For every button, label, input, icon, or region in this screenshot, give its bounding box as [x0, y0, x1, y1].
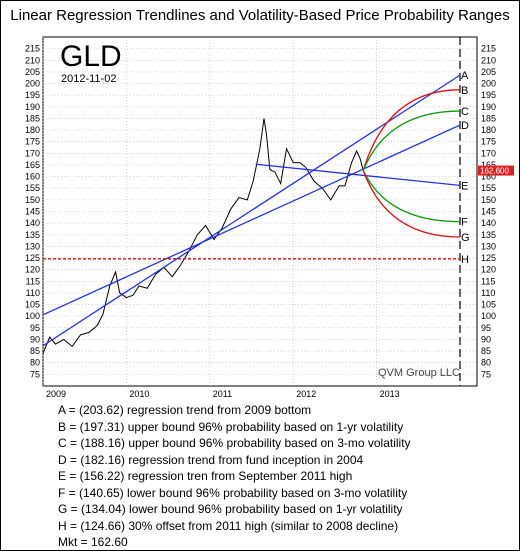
- y-tick-label-right: 210: [481, 55, 496, 65]
- y-tick-label-right: 130: [481, 241, 496, 251]
- trend-line: [42, 74, 461, 347]
- y-tick-label-right: 185: [481, 113, 496, 123]
- marker-d: D: [461, 120, 469, 132]
- x-tick-label: 2010: [129, 389, 149, 399]
- y-tick-label-right: 150: [481, 195, 496, 205]
- probability-curve: [362, 110, 461, 171]
- y-tick-label-right: 90: [481, 334, 491, 344]
- y-tick-label-left: 120: [25, 265, 40, 275]
- y-tick-label-right: 175: [481, 137, 496, 147]
- y-tick-label-right: 205: [481, 67, 496, 77]
- y-tick-label-right: 110: [481, 288, 495, 298]
- probability-curve: [362, 89, 461, 171]
- y-tick-label-left: 115: [26, 276, 40, 286]
- y-tick-label-left: 130: [25, 241, 40, 251]
- y-tick-label-right: 95: [481, 323, 491, 333]
- chart-title: Linear Regression Trendlines and Volatil…: [10, 7, 510, 24]
- y-tick-label-right: 135: [481, 230, 496, 240]
- y-tick-label-right: 155: [481, 183, 496, 193]
- y-tick-label-left: 195: [25, 90, 40, 100]
- probability-curve: [362, 170, 461, 238]
- y-tick-label-left: 125: [25, 253, 40, 263]
- y-tick-label-right: 80: [481, 358, 491, 368]
- y-tick-label-left: 105: [25, 300, 40, 310]
- y-tick-label-right: 145: [481, 207, 496, 217]
- x-tick-label: 2011: [213, 389, 232, 399]
- marker-b: B: [461, 85, 468, 97]
- y-tick-label-right: 215: [481, 44, 496, 54]
- y-tick-label-right: 75: [481, 369, 491, 379]
- y-tick-label-right: 195: [481, 90, 496, 100]
- y-tick-label-right: 85: [481, 346, 491, 356]
- y-tick-label-right: 200: [481, 79, 496, 89]
- y-tick-label-right: 190: [481, 102, 496, 112]
- marker-a: A: [461, 70, 469, 82]
- legend: A = (203.62) regression trend from 2009 …: [58, 402, 411, 551]
- y-tick-label-right: 100: [481, 311, 496, 321]
- y-tick-label-left: 175: [25, 137, 40, 147]
- y-tick-label-left: 110: [26, 288, 40, 298]
- y-tick-label-left: 135: [25, 230, 40, 240]
- y-tick-label-right: 125: [481, 253, 496, 263]
- y-tick-label-left: 75: [30, 369, 40, 379]
- y-tick-label-right: 115: [481, 276, 495, 286]
- legend-item-b: B = (197.31) upper bound 96% probability…: [58, 419, 404, 434]
- y-tick-label-right: 160: [481, 172, 496, 182]
- y-tick-label-left: 90: [30, 334, 40, 344]
- y-tick-label-right: 180: [481, 125, 496, 135]
- legend-item-g: G = (134.04) lower bound 96% probability…: [58, 502, 403, 516]
- y-tick-label-right: 120: [481, 265, 496, 275]
- marker-c: C: [461, 106, 469, 118]
- y-tick-label-left: 150: [25, 195, 40, 205]
- y-tick-label-left: 210: [25, 55, 40, 65]
- y-tick-label-right: 170: [481, 148, 496, 158]
- marker-g: G: [461, 232, 470, 244]
- y-tick-label-right: 105: [481, 300, 496, 310]
- y-tick-label-left: 85: [30, 346, 40, 356]
- y-tick-label-left: 145: [25, 207, 40, 217]
- legend-item-d: D = (182.16) regression trend from fund …: [58, 452, 364, 467]
- price-tag: [478, 165, 514, 176]
- price-tag-label: 162.600: [480, 167, 509, 176]
- y-tick-label-right: 140: [481, 218, 496, 228]
- x-tick-label: 2013: [380, 389, 400, 399]
- y-tick-label-left: 155: [25, 183, 40, 193]
- y-tick-label-left: 190: [25, 102, 40, 112]
- y-tick-label-left: 205: [25, 67, 40, 77]
- y-tick-label-left: 170: [25, 148, 40, 158]
- x-tick-label: 2012: [296, 389, 316, 399]
- legend-item-mkt: Mkt = 162.60: [58, 535, 128, 549]
- y-tick-label-left: 100: [25, 311, 40, 321]
- x-tick-label: 2009: [46, 389, 66, 399]
- trend-line: [255, 163, 461, 187]
- price-series: [42, 118, 364, 354]
- marker-e: E: [461, 180, 468, 192]
- watermark: QVM Group LLC: [378, 367, 460, 379]
- y-tick-label-left: 95: [30, 323, 40, 333]
- y-tick-label-left: 180: [25, 125, 40, 135]
- y-tick-label-left: 80: [30, 358, 40, 368]
- marker-h: H: [461, 254, 469, 266]
- ticker-symbol: GLD: [60, 40, 122, 73]
- marker-f: F: [461, 217, 468, 229]
- legend-item-f: F = (140.65) lower bound 96% probability…: [58, 485, 408, 500]
- y-tick-label-left: 215: [25, 44, 40, 54]
- y-tick-label-left: 185: [25, 113, 40, 123]
- legend-item-h: H = (124.66) 30% offset from 2011 high (…: [58, 518, 399, 533]
- y-tick-label-right: 165: [481, 160, 496, 170]
- probability-curve: [362, 170, 461, 223]
- chart-date: 2012-11-02: [61, 73, 116, 85]
- y-tick-label-left: 140: [25, 218, 40, 228]
- trend-line: [42, 124, 461, 316]
- legend-item-e: E = (156.22) regression tren from Septem…: [58, 469, 353, 483]
- y-tick-label-left: 200: [25, 79, 40, 89]
- y-tick-label-left: 165: [25, 160, 40, 170]
- y-tick-label-left: 160: [25, 172, 40, 182]
- legend-item-a: A = (203.62) regression trend from 2009 …: [58, 403, 312, 417]
- legend-item-c: C = (188.16) upper bound 96% probability…: [58, 436, 411, 450]
